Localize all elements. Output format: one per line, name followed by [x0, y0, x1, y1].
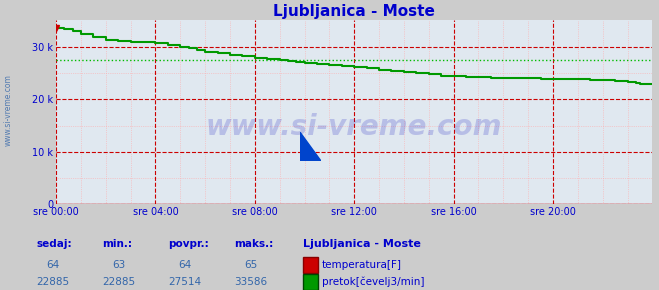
Text: min.:: min.:: [102, 239, 132, 249]
Text: povpr.:: povpr.:: [168, 239, 209, 249]
Text: 64: 64: [178, 260, 191, 269]
Text: 27514: 27514: [168, 277, 201, 287]
Polygon shape: [300, 132, 321, 161]
Text: maks.:: maks.:: [234, 239, 273, 249]
Text: Ljubljanica - Moste: Ljubljanica - Moste: [303, 239, 421, 249]
Text: 63: 63: [112, 260, 125, 269]
Text: 22885: 22885: [36, 277, 69, 287]
Text: temperatura[F]: temperatura[F]: [322, 260, 401, 269]
Text: 33586: 33586: [234, 277, 267, 287]
Text: www.si-vreme.com: www.si-vreme.com: [206, 113, 502, 141]
Text: 22885: 22885: [102, 277, 135, 287]
Text: pretok[čevelj3/min]: pretok[čevelj3/min]: [322, 277, 424, 287]
Title: Ljubljanica - Moste: Ljubljanica - Moste: [273, 4, 435, 19]
Text: 65: 65: [244, 260, 257, 269]
Text: sedaj:: sedaj:: [36, 239, 72, 249]
Text: 64: 64: [46, 260, 59, 269]
Text: www.si-vreme.com: www.si-vreme.com: [3, 74, 13, 146]
